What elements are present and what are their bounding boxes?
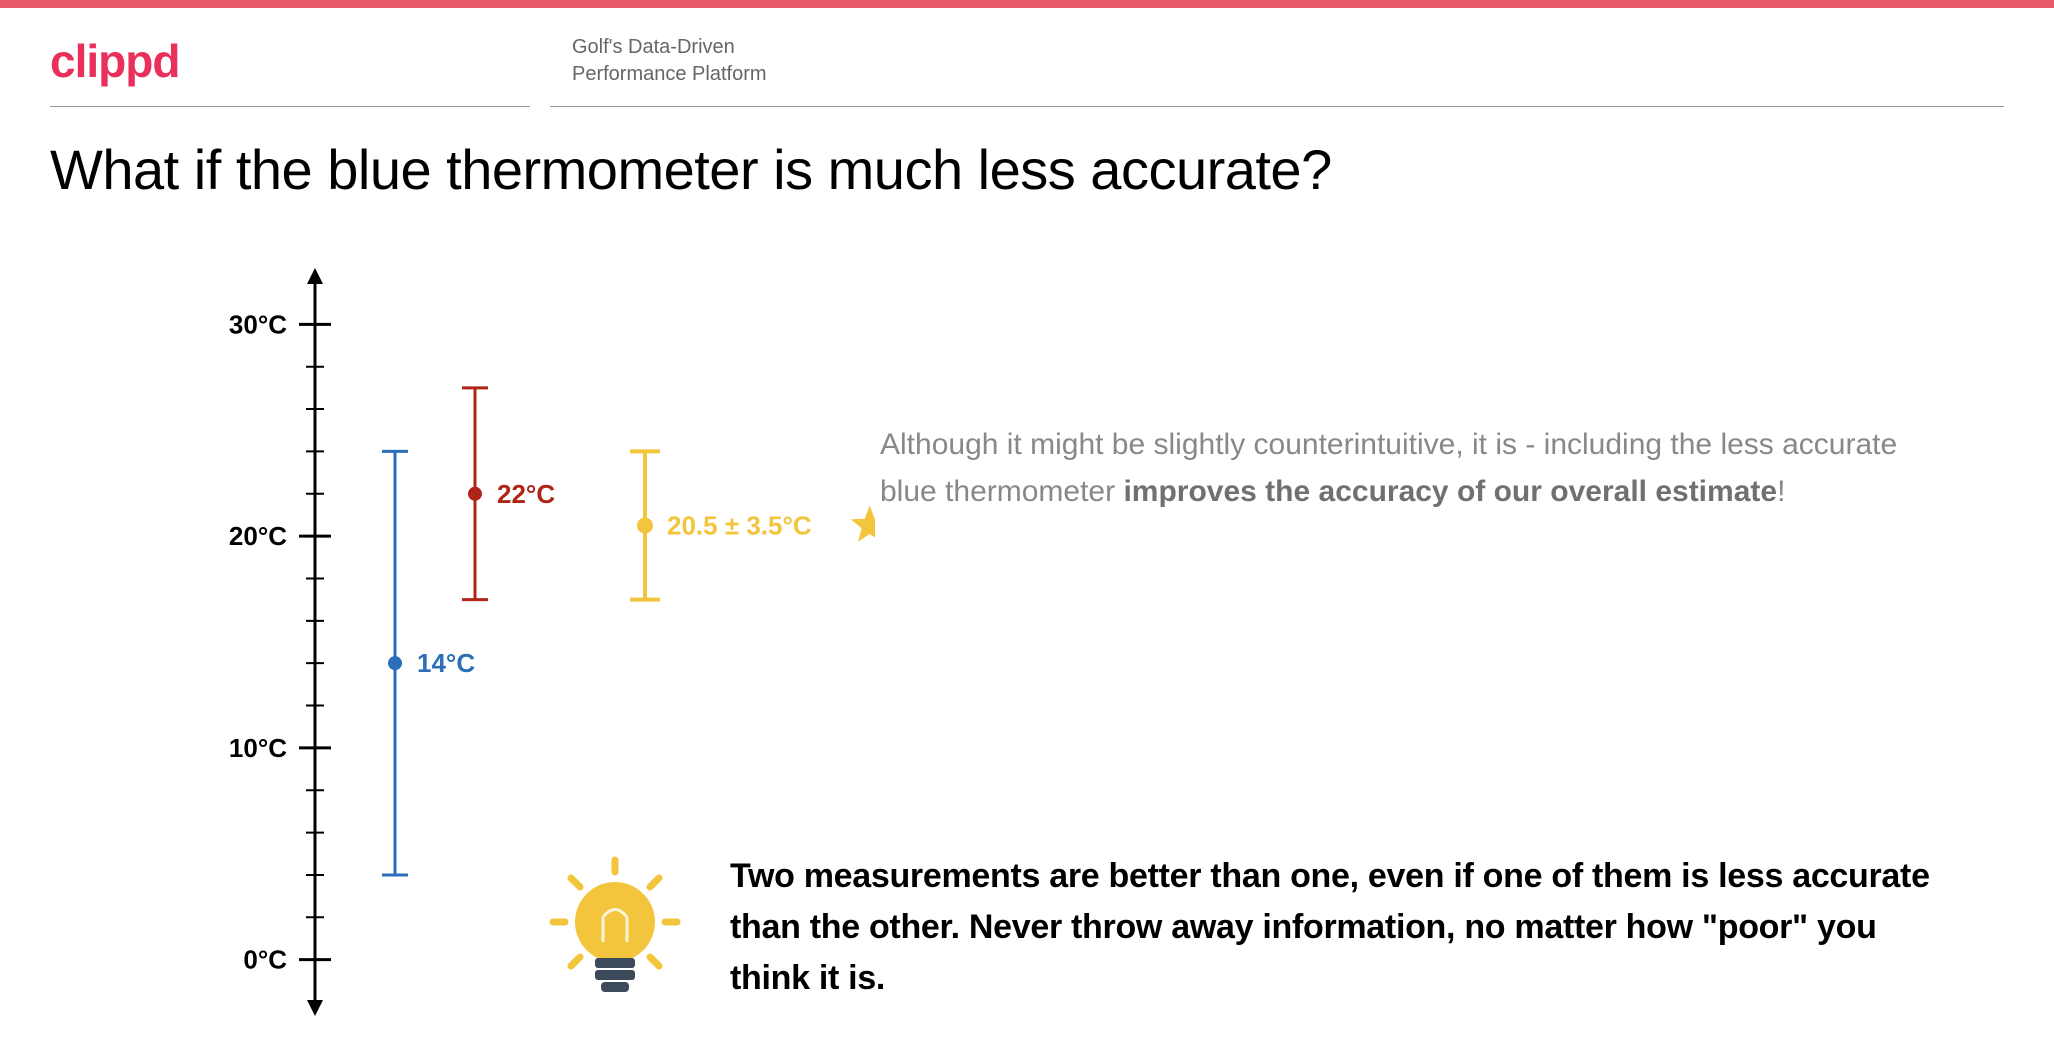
explanation-text: Although it might be slightly counterint… xyxy=(880,422,1900,515)
tagline-line1: Golf's Data-Driven xyxy=(572,34,2004,61)
tagline-line2: Performance Platform xyxy=(572,61,2004,88)
brand-logo: clippd xyxy=(50,34,530,88)
svg-text:10°C: 10°C xyxy=(229,733,287,763)
svg-text:22°C: 22°C xyxy=(497,479,555,509)
accent-bar xyxy=(0,0,2054,8)
svg-text:20.5 ± 3.5°C: 20.5 ± 3.5°C xyxy=(667,511,812,541)
takeaway-text: Two measurements are better than one, ev… xyxy=(730,851,1940,1004)
takeaway-row: Two measurements are better than one, ev… xyxy=(540,842,1940,1012)
content: 0°C10°C20°C30°C14°C22°C20.5 ± 3.5°C Alth… xyxy=(0,202,2054,262)
page-title: What if the blue thermometer is much les… xyxy=(0,107,2054,202)
svg-text:0°C: 0°C xyxy=(243,945,287,975)
logo-box: clippd xyxy=(50,28,530,107)
explain-post: ! xyxy=(1777,475,1785,508)
svg-text:20°C: 20°C xyxy=(229,521,287,551)
svg-text:14°C: 14°C xyxy=(417,648,475,678)
explain-bold: improves the accuracy of our overall est… xyxy=(1123,475,1777,508)
lightbulb-icon xyxy=(540,842,690,1012)
header: clippd Golf's Data-Driven Performance Pl… xyxy=(0,8,2054,107)
tagline-box: Golf's Data-Driven Performance Platform xyxy=(550,28,2004,107)
svg-text:30°C: 30°C xyxy=(229,309,287,339)
